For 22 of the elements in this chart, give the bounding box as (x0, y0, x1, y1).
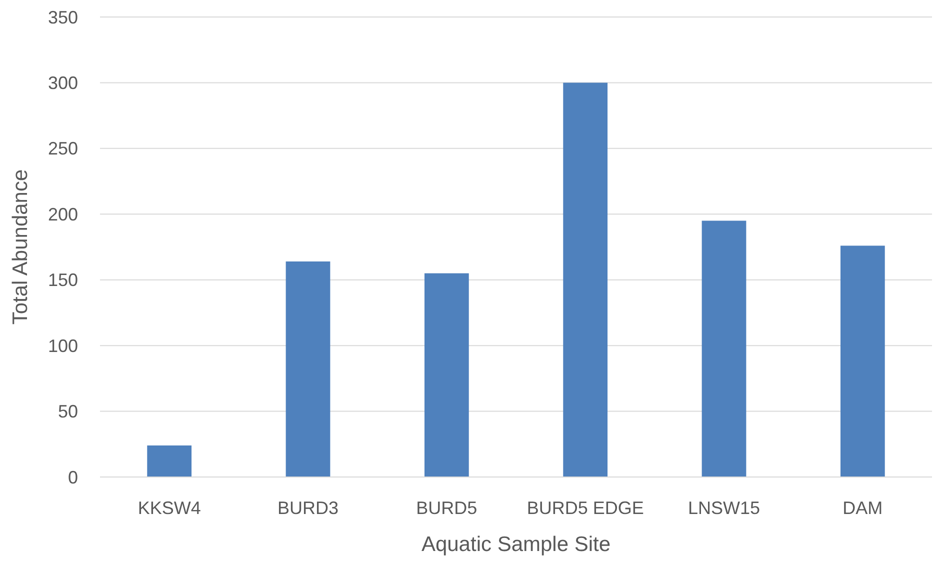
y-axis-title: Total Abundance (9, 169, 32, 325)
y-tick-label: 250 (48, 138, 78, 159)
bar (840, 246, 885, 477)
y-tick-label: 150 (48, 270, 78, 290)
x-tick-label: LNSW15 (688, 498, 760, 518)
y-tick-label: 200 (48, 204, 78, 224)
x-tick-label: BURD5 (416, 498, 478, 518)
bar (147, 445, 192, 477)
y-tick-label: 50 (58, 402, 78, 422)
x-tick-label: DAM (842, 498, 883, 518)
bar (424, 273, 469, 477)
y-tick-label: 0 (68, 467, 78, 488)
x-tick-label: BURD3 (277, 498, 339, 518)
bar (286, 261, 330, 477)
bar (702, 220, 746, 477)
x-axis-title: Aquatic Sample Site (421, 533, 611, 556)
bar (563, 82, 608, 477)
y-tick-label: 100 (48, 336, 78, 356)
x-tick-label: KKSW4 (138, 498, 201, 518)
x-tick-label: BURD5 EDGE (526, 498, 644, 518)
y-tick-label: 350 (48, 7, 78, 28)
y-tick-label: 300 (48, 73, 78, 94)
